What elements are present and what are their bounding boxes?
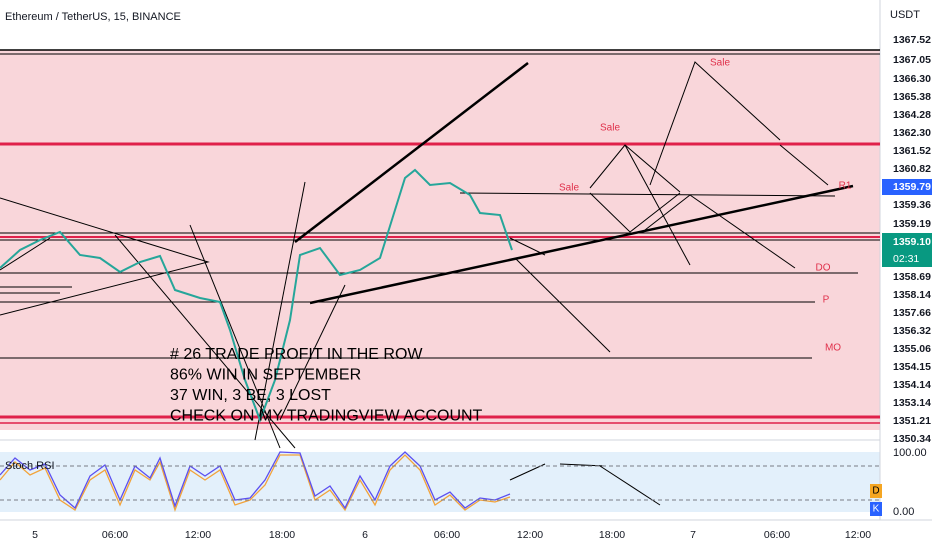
indicator-name: Stoch RSI xyxy=(5,460,55,472)
legend-d-label: D xyxy=(872,486,879,497)
level-label: R1 xyxy=(839,181,852,192)
price-label: 1360.82 xyxy=(893,163,931,175)
price-label: 1359.36 xyxy=(893,199,931,211)
price-label: 1359.19 xyxy=(893,218,931,230)
indicator-axis-label: 0.00 xyxy=(893,506,914,518)
price-label: 1356.32 xyxy=(893,325,931,337)
price-label: 1357.66 xyxy=(893,307,931,319)
price-label: 1353.14 xyxy=(893,397,931,409)
note-line: 86% WIN IN SEPTEMBER xyxy=(170,367,361,384)
countdown: 02:31 xyxy=(893,253,919,265)
price-marker xyxy=(882,233,932,267)
legend-k-label: K xyxy=(873,504,880,515)
red-levels xyxy=(0,142,880,424)
time-label: 18:00 xyxy=(269,529,295,541)
time-label: 06:00 xyxy=(764,529,790,541)
time-label: 06:00 xyxy=(102,529,128,541)
level-label: Sale xyxy=(559,183,579,194)
price-label: 1358.14 xyxy=(893,289,931,301)
level-label: MO xyxy=(825,343,841,354)
price-label: 1359.79 xyxy=(893,181,931,193)
price-label: 1367.05 xyxy=(893,54,931,66)
price-label: 1354.14 xyxy=(893,379,931,391)
price-label: 1361.52 xyxy=(893,145,931,157)
time-label: 18:00 xyxy=(599,529,625,541)
price-label: 1351.21 xyxy=(893,415,931,427)
price-label: 1354.15 xyxy=(893,361,931,373)
time-label: 5 xyxy=(32,529,38,541)
price-label: 1362.30 xyxy=(893,127,931,139)
drawings xyxy=(0,61,854,506)
time-label: 7 xyxy=(690,529,696,541)
level-label: P xyxy=(823,295,830,306)
note-line: CHECK ON MY TRADINGVIEW ACCOUNT xyxy=(170,408,483,425)
price-label: 1358.69 xyxy=(893,271,931,283)
level-label: DO xyxy=(816,263,831,274)
time-label: 12:00 xyxy=(185,529,211,541)
legend-d xyxy=(870,484,882,498)
chart-title: Ethereum / TetherUS, 15, BINANCE xyxy=(5,11,181,23)
time-label: 12:00 xyxy=(517,529,543,541)
note-line: 37 WIN, 3 BE, 3 LOST xyxy=(170,387,331,404)
price-label: 1359.10 xyxy=(893,236,931,248)
price-label: 1366.30 xyxy=(893,73,931,85)
time-label: 12:00 xyxy=(845,529,871,541)
level-label: Sale xyxy=(710,58,730,69)
price-label: 1367.52 xyxy=(893,34,931,46)
price-label: 1364.28 xyxy=(893,109,931,121)
price-label: 1355.06 xyxy=(893,343,931,355)
time-label: 6 xyxy=(362,529,368,541)
note-line: # 26 TRADE PROFIT IN THE ROW xyxy=(170,346,423,363)
price-label: 1365.38 xyxy=(893,91,931,103)
price-label: 1350.34 xyxy=(893,433,931,445)
currency: USDT xyxy=(890,9,920,21)
legend-k xyxy=(870,502,882,516)
indicator-axis-label: 100.00 xyxy=(893,447,927,459)
levels xyxy=(0,49,880,359)
price-marker xyxy=(882,179,932,195)
stoch-band xyxy=(0,452,880,512)
time-label: 06:00 xyxy=(434,529,460,541)
level-label: Sale xyxy=(600,123,620,134)
